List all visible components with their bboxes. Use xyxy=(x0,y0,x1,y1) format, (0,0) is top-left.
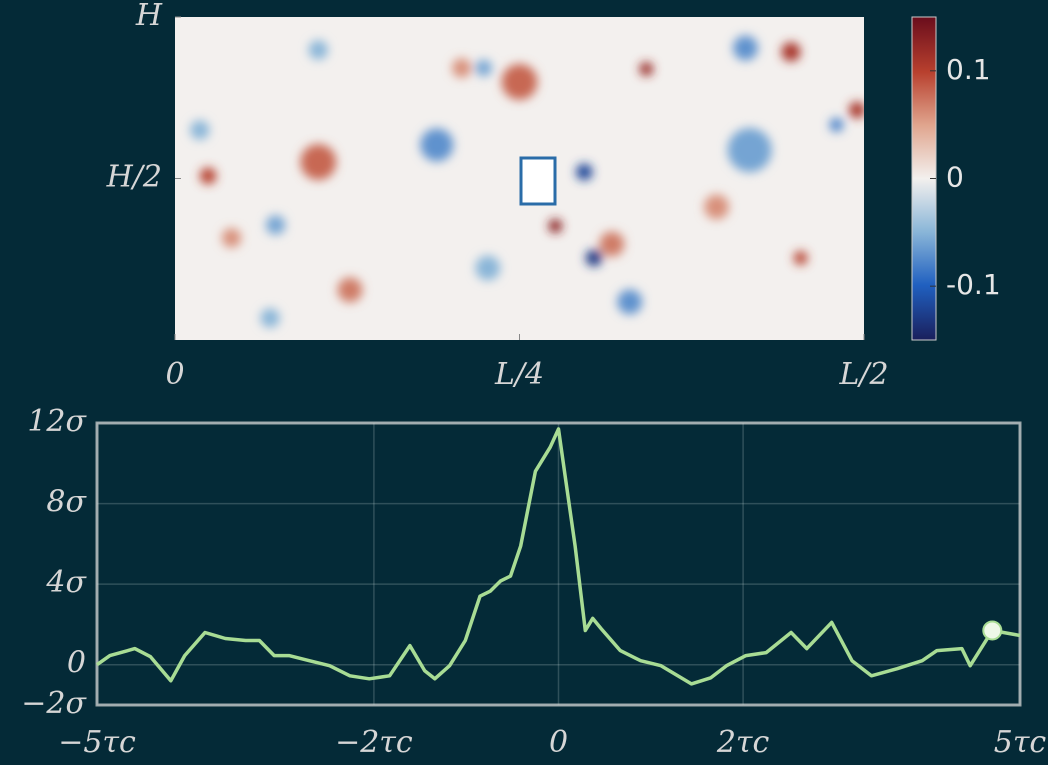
y-tick-label: 12σ xyxy=(27,404,87,439)
vortex xyxy=(308,40,328,60)
colorbar-tick-label: 0.1 xyxy=(946,53,991,86)
vortex xyxy=(848,101,864,119)
y-tick-label: 0 xyxy=(67,646,86,681)
vortex xyxy=(199,167,217,185)
vortex xyxy=(190,120,210,140)
vortex xyxy=(300,144,337,180)
vortex xyxy=(420,128,454,162)
current-marker xyxy=(982,620,1003,641)
y-tick-label: H/2 xyxy=(106,160,162,195)
obstacle xyxy=(519,156,557,206)
vortex xyxy=(829,117,844,132)
vortex xyxy=(781,42,801,62)
vortex xyxy=(475,59,492,77)
vortex xyxy=(639,62,654,76)
vortex xyxy=(617,289,643,315)
y-tick-label: −2σ xyxy=(21,686,87,721)
vortex xyxy=(501,64,538,100)
vortex xyxy=(548,219,563,233)
y-tick-label: H xyxy=(135,0,163,33)
vortex xyxy=(727,128,772,173)
colorbar-tick-label: -0.1 xyxy=(946,268,1001,301)
x-tick-label: L/4 xyxy=(494,357,544,392)
x-tick-label: −5τc xyxy=(58,725,136,760)
colorbar-tick-label: 0 xyxy=(946,161,964,194)
x-tick-label: 0 xyxy=(549,725,568,760)
vortex xyxy=(451,58,472,78)
y-tick-label: 4σ xyxy=(45,565,87,600)
x-tick-label: −2τc xyxy=(335,725,413,760)
vortex xyxy=(599,231,625,257)
vortex xyxy=(575,163,593,181)
signal-line xyxy=(95,427,1021,686)
vortex-layer xyxy=(190,35,864,328)
plot-frame xyxy=(95,421,1022,707)
vortex xyxy=(221,228,242,248)
x-tick-label: L/2 xyxy=(838,357,888,392)
vortex xyxy=(793,251,808,265)
x-tick-label: 2τc xyxy=(716,725,770,760)
vortex xyxy=(475,255,501,281)
y-tick-label: 8σ xyxy=(46,485,87,520)
vortex xyxy=(704,194,729,220)
vortex xyxy=(265,215,286,235)
vortex xyxy=(585,249,603,267)
vortex xyxy=(260,308,280,328)
vortex xyxy=(337,277,363,303)
x-tick-label: 5τc xyxy=(994,725,1047,760)
vortex xyxy=(733,35,758,61)
x-tick-label: 0 xyxy=(165,357,184,392)
